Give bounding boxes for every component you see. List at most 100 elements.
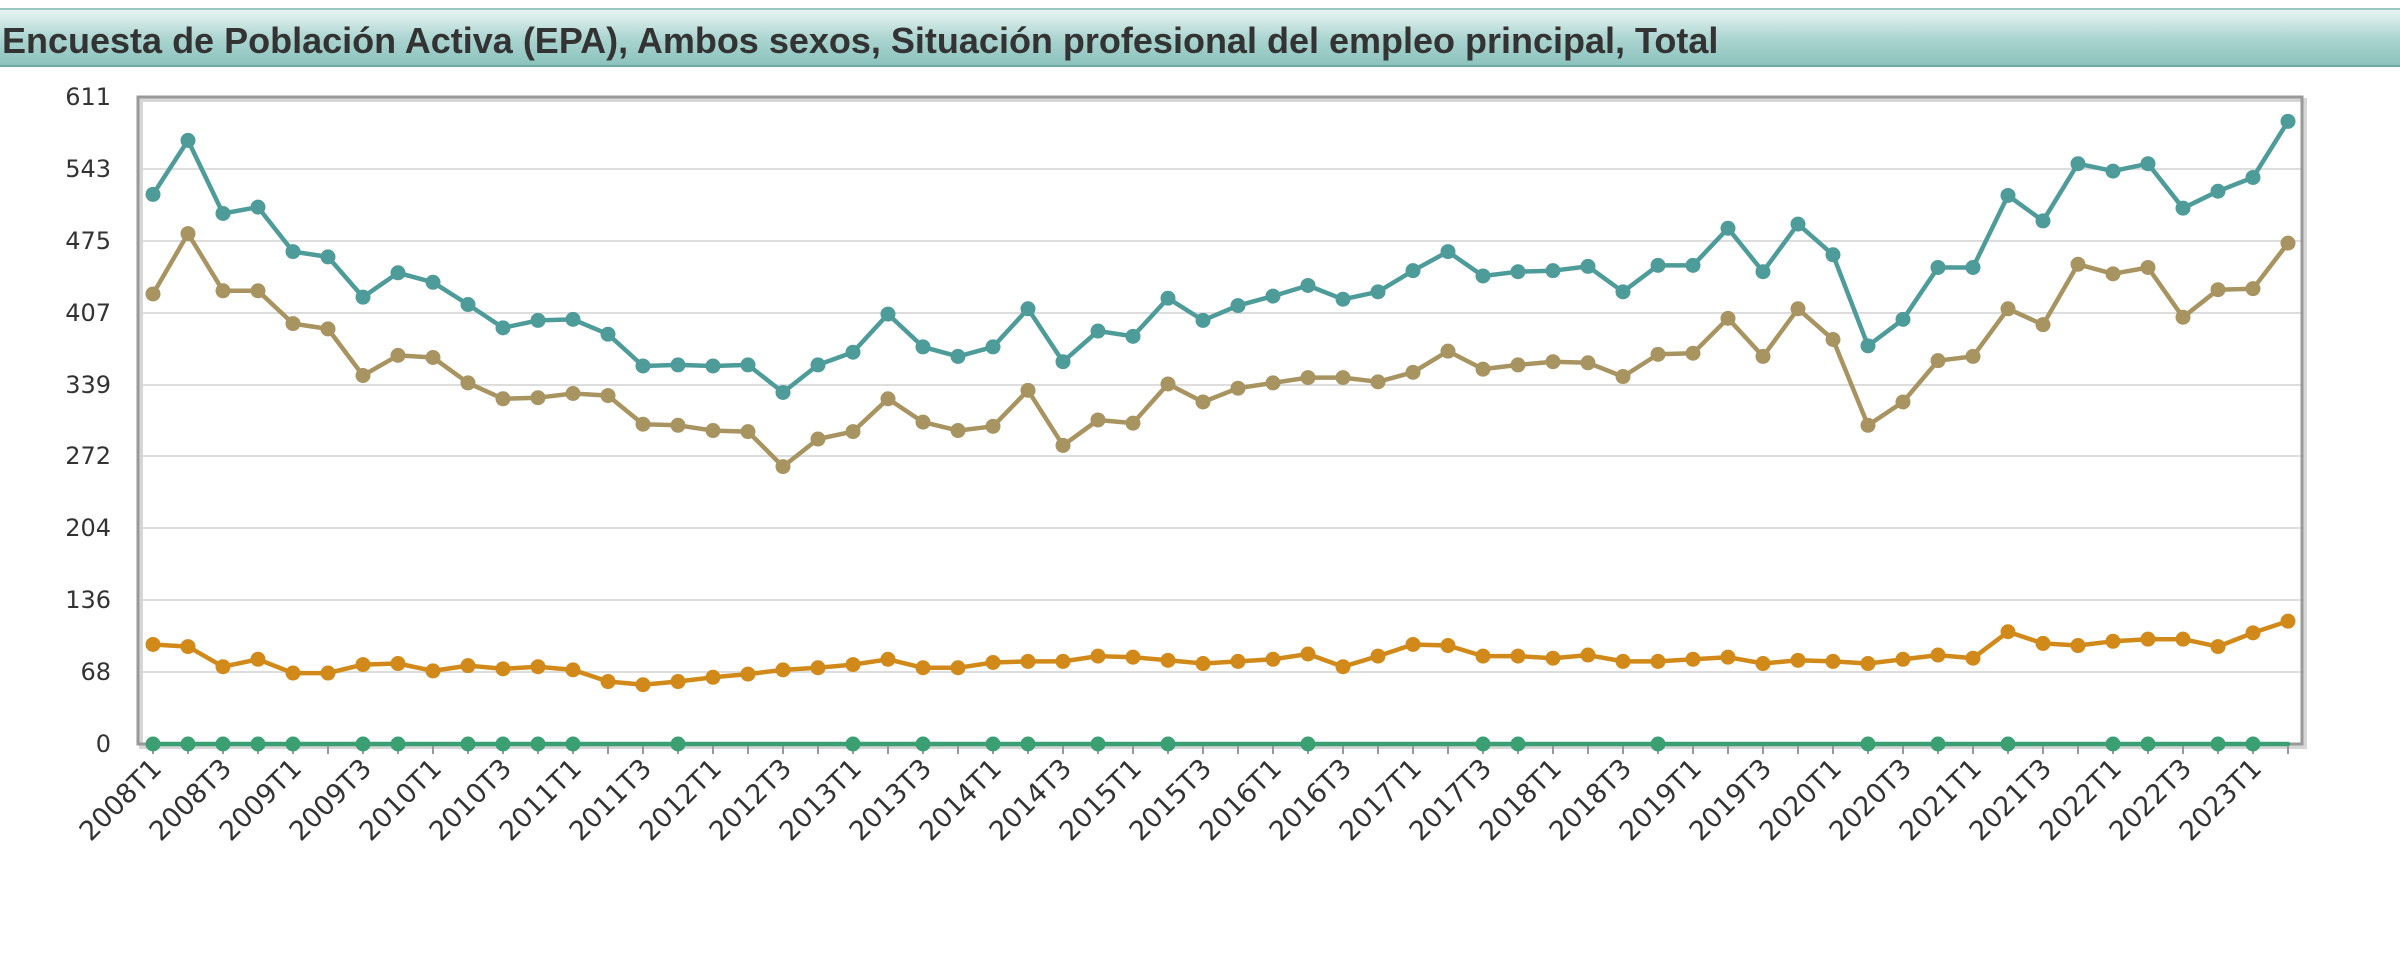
data-point[interactable]	[775, 662, 791, 678]
data-point[interactable]	[845, 344, 861, 360]
data-point[interactable]	[530, 659, 546, 675]
data-point[interactable]	[1860, 338, 1876, 354]
data-point[interactable]	[390, 656, 406, 672]
data-point[interactable]	[495, 736, 511, 752]
data-point[interactable]	[1720, 649, 1736, 665]
data-point[interactable]	[1615, 653, 1631, 669]
data-point[interactable]	[320, 321, 336, 337]
data-point[interactable]	[1020, 736, 1036, 752]
data-point[interactable]	[1510, 264, 1526, 280]
data-point[interactable]	[1440, 244, 1456, 260]
data-point[interactable]	[460, 375, 476, 391]
data-point[interactable]	[2000, 301, 2016, 317]
data-point[interactable]	[2000, 187, 2016, 203]
data-point[interactable]	[460, 658, 476, 674]
data-point[interactable]	[915, 660, 931, 676]
data-point[interactable]	[1160, 376, 1176, 392]
data-point[interactable]	[915, 414, 931, 430]
data-point[interactable]	[600, 674, 616, 690]
data-point[interactable]	[250, 736, 266, 752]
data-point[interactable]	[1440, 343, 1456, 359]
data-point[interactable]	[355, 289, 371, 305]
data-point[interactable]	[2000, 624, 2016, 640]
data-point[interactable]	[2175, 309, 2191, 325]
data-point[interactable]	[2070, 156, 2086, 172]
data-point[interactable]	[1510, 648, 1526, 664]
data-point[interactable]	[1895, 651, 1911, 667]
data-point[interactable]	[985, 418, 1001, 434]
data-point[interactable]	[1335, 370, 1351, 386]
data-point[interactable]	[1580, 258, 1596, 274]
data-point[interactable]	[1790, 652, 1806, 668]
data-point[interactable]	[1125, 415, 1141, 431]
data-point[interactable]	[1580, 355, 1596, 371]
data-point[interactable]	[1580, 647, 1596, 663]
data-point[interactable]	[1475, 736, 1491, 752]
data-point[interactable]	[1545, 650, 1561, 666]
data-point[interactable]	[740, 357, 756, 373]
data-point[interactable]	[705, 423, 721, 439]
data-point[interactable]	[600, 326, 616, 342]
data-point[interactable]	[1055, 354, 1071, 370]
data-point[interactable]	[1650, 346, 1666, 362]
data-point[interactable]	[250, 199, 266, 215]
data-point[interactable]	[1685, 345, 1701, 361]
data-point[interactable]	[1545, 263, 1561, 279]
data-point[interactable]	[145, 736, 161, 752]
data-point[interactable]	[530, 312, 546, 328]
data-point[interactable]	[1230, 298, 1246, 314]
data-point[interactable]	[1370, 648, 1386, 664]
data-point[interactable]	[1475, 361, 1491, 377]
data-point[interactable]	[285, 665, 301, 681]
data-point[interactable]	[1090, 412, 1106, 428]
data-point[interactable]	[1510, 736, 1526, 752]
data-point[interactable]	[145, 186, 161, 202]
data-point[interactable]	[880, 391, 896, 407]
data-point[interactable]	[145, 286, 161, 302]
data-point[interactable]	[1650, 257, 1666, 273]
data-point[interactable]	[2245, 736, 2261, 752]
data-point[interactable]	[1440, 638, 1456, 654]
data-point[interactable]	[670, 417, 686, 433]
data-point[interactable]	[2210, 282, 2226, 298]
data-point[interactable]	[1195, 394, 1211, 410]
data-point[interactable]	[2140, 736, 2156, 752]
data-point[interactable]	[1160, 736, 1176, 752]
data-point[interactable]	[2105, 736, 2121, 752]
data-point[interactable]	[1265, 651, 1281, 667]
data-point[interactable]	[2105, 633, 2121, 649]
data-point[interactable]	[1370, 284, 1386, 300]
data-point[interactable]	[1755, 656, 1771, 672]
data-point[interactable]	[285, 316, 301, 332]
data-point[interactable]	[460, 736, 476, 752]
data-point[interactable]	[530, 390, 546, 406]
data-point[interactable]	[1965, 259, 1981, 275]
data-point[interactable]	[635, 416, 651, 432]
data-point[interactable]	[1335, 659, 1351, 675]
data-point[interactable]	[565, 662, 581, 678]
data-point[interactable]	[1405, 636, 1421, 652]
data-point[interactable]	[2140, 259, 2156, 275]
data-point[interactable]	[1300, 736, 1316, 752]
data-point[interactable]	[495, 391, 511, 407]
data-point[interactable]	[2210, 736, 2226, 752]
data-point[interactable]	[775, 384, 791, 400]
data-point[interactable]	[915, 736, 931, 752]
data-point[interactable]	[460, 297, 476, 313]
data-point[interactable]	[2035, 635, 2051, 651]
data-point[interactable]	[2210, 639, 2226, 655]
data-point[interactable]	[1300, 370, 1316, 386]
data-point[interactable]	[635, 677, 651, 693]
data-point[interactable]	[775, 459, 791, 475]
data-point[interactable]	[180, 736, 196, 752]
data-point[interactable]	[1265, 375, 1281, 391]
data-point[interactable]	[565, 385, 581, 401]
data-point[interactable]	[1300, 277, 1316, 293]
data-point[interactable]	[1020, 382, 1036, 398]
data-point[interactable]	[845, 736, 861, 752]
data-point[interactable]	[2175, 631, 2191, 647]
data-point[interactable]	[950, 660, 966, 676]
data-point[interactable]	[1300, 646, 1316, 662]
data-point[interactable]	[740, 424, 756, 440]
data-point[interactable]	[390, 347, 406, 363]
